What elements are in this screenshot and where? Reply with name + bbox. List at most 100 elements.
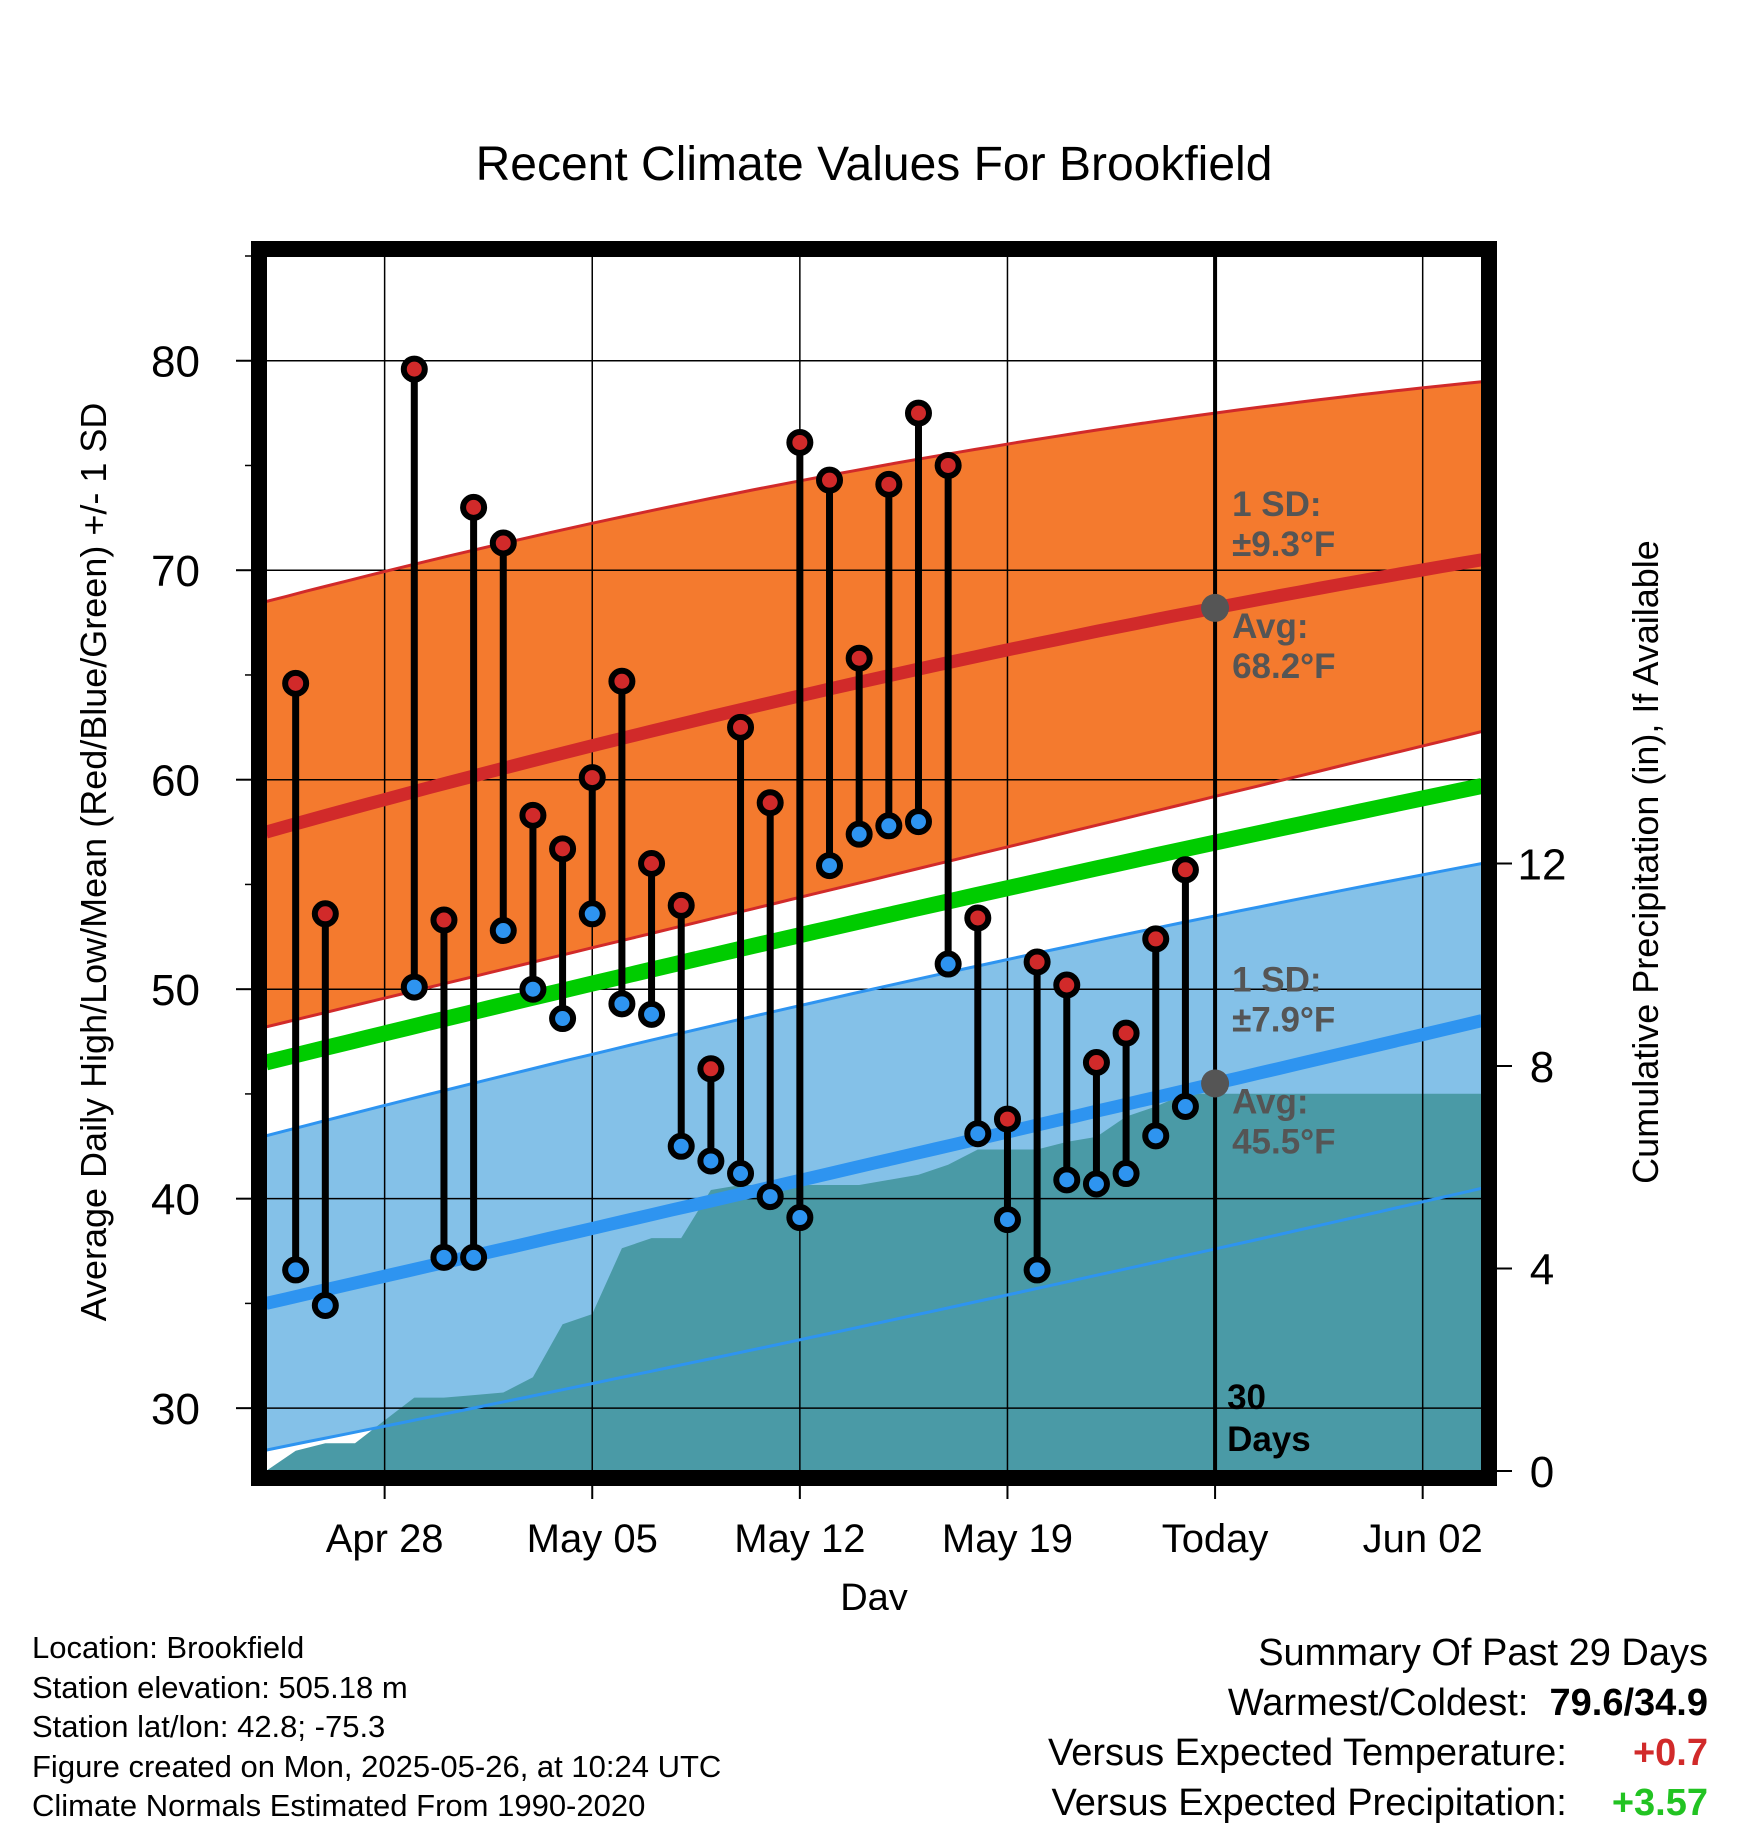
info-normals: Climate Normals Estimated From 1990-2020 [32, 1788, 646, 1823]
observation-low-point [964, 1120, 992, 1148]
observation-low-point [578, 900, 606, 928]
low-lower-edge [266, 1186, 1482, 1452]
summary-temp-value: +0.7 [1632, 1732, 1708, 1774]
observation-high-point [904, 399, 932, 427]
y-tick-label: 50 [151, 966, 200, 1015]
observation-high-point [786, 428, 814, 456]
observation-low-point [845, 820, 873, 848]
x-tick-label: Jun 02 [1363, 1517, 1483, 1561]
high-lower-edge [266, 730, 1482, 1029]
y2-tick-label: 0 [1530, 1448, 1554, 1497]
x-tick-label: Today [1162, 1517, 1269, 1561]
observation-low-point [311, 1292, 339, 1320]
observation-low-point [638, 1000, 666, 1028]
plot-frame [251, 241, 1497, 1486]
summary-warmest-row: Warmest/Coldest: 79.6/34.9 [1048, 1678, 1708, 1728]
days-word-label: Days [1227, 1420, 1311, 1459]
summary-temp-label: Versus Expected Temperature: [1047, 1732, 1567, 1774]
observation-high-point [727, 713, 755, 741]
observation-low-point [1053, 1166, 1081, 1194]
observation-low-point [756, 1183, 784, 1211]
observation-high-point [430, 906, 458, 934]
y-tick-label: 40 [151, 1176, 200, 1225]
observation-high-point [1023, 948, 1051, 976]
observation-high-point [460, 493, 488, 521]
observation-high-point [993, 1105, 1021, 1133]
chart-title: Recent Climate Values For Brookfield [476, 138, 1273, 191]
observation-high-point [1082, 1049, 1110, 1077]
x-tick-label: May 12 [734, 1517, 865, 1561]
high-sd-value: ±9.3°F [1232, 525, 1335, 564]
observation-low-point [904, 808, 932, 836]
low-upper-edge [266, 862, 1482, 1138]
x-tick-label: Apr 28 [326, 1517, 444, 1561]
station-info: Location: Brookfield Station elevation: … [32, 1628, 721, 1826]
y-tick-label: 60 [151, 757, 200, 806]
x-tick-label: May 05 [527, 1517, 658, 1561]
observation-high-point [1112, 1019, 1140, 1047]
observation-high-point [578, 764, 606, 792]
observation-high-point [608, 667, 636, 695]
observation-high-point [756, 789, 784, 817]
observation-low-point [727, 1160, 755, 1188]
observation-high-point [519, 801, 547, 829]
observation-low-point [400, 973, 428, 1001]
high-mean-curve [266, 553, 1482, 839]
y-tick-label: 30 [151, 1385, 200, 1434]
observation-high-point [845, 644, 873, 672]
summary-precip-row: Versus Expected Precipitation: +3.57 [1048, 1778, 1708, 1828]
climate-chart: Recent Climate Values For Brookfield 1 S… [73, 138, 1666, 1610]
observation-low-point [519, 975, 547, 1003]
observation-low-point [697, 1147, 725, 1175]
y-tick-label: 70 [151, 547, 200, 596]
summary-title: Summary Of Past 29 Days [1258, 1632, 1708, 1674]
observation-high-point [816, 466, 844, 494]
summary-warmest-value: 79.6/34.9 [1549, 1682, 1708, 1724]
observation-low-point [1082, 1170, 1110, 1198]
low-avg-value: 45.5°F [1232, 1122, 1336, 1161]
observation-low-point [608, 990, 636, 1018]
observation-low-point [1112, 1160, 1140, 1188]
observation-low-point [1142, 1122, 1170, 1150]
high-avg-marker [1201, 593, 1230, 622]
observation-low-point [786, 1204, 814, 1232]
high-avg-value: 68.2°F [1232, 647, 1336, 686]
info-created: Figure created on Mon, 2025-05-26, at 10… [32, 1748, 722, 1784]
low-sd-value: ±7.9°F [1232, 1000, 1335, 1039]
observation-low-point [667, 1132, 695, 1160]
y-tick-label: 80 [151, 338, 200, 387]
observation-high-point [964, 904, 992, 932]
info-latlon: Station lat/lon: 42.8; -75.3 [32, 1709, 386, 1744]
observation-high-point [697, 1055, 725, 1083]
x-tick-label: May 19 [942, 1517, 1073, 1561]
y-axis-label: Average Daily High/Low/Mean (Red/Blue/Gr… [73, 403, 114, 1322]
observation-low-point [816, 852, 844, 880]
y2-tick-label: 4 [1530, 1246, 1554, 1295]
observation-low-point [875, 812, 903, 840]
observation-high-point [282, 669, 310, 697]
high-sd-band [266, 381, 1482, 1027]
observation-high-point [667, 891, 695, 919]
x-axis-label: Day [840, 1577, 908, 1610]
info-location: Location: Brookfield [32, 1630, 305, 1665]
low-sd-label: 1 SD: [1232, 960, 1321, 999]
observation-high-point [549, 835, 577, 863]
summary-panel: Summary Of Past 29 Days Warmest/Coldest:… [1048, 1628, 1708, 1828]
info-elevation: Station elevation: 505.18 m [32, 1669, 408, 1705]
observation-low-point [1023, 1256, 1051, 1284]
summary-precip-value: +3.57 [1611, 1782, 1708, 1824]
low-avg-marker [1201, 1069, 1230, 1098]
observation-high-point [638, 850, 666, 877]
observation-high-point [1142, 925, 1170, 953]
observation-high-point [311, 900, 339, 928]
y2-axis-label: Cumulative Precipitation (in), If Availa… [1625, 540, 1666, 1184]
observation-low-point [549, 1005, 577, 1033]
high-upper-edge [266, 380, 1482, 604]
summary-temp-row: Versus Expected Temperature: +0.7 [1048, 1728, 1708, 1778]
days-count-label: 30 [1227, 1378, 1266, 1417]
low-avg-label: Avg: [1232, 1082, 1308, 1121]
y2-tick-label: 8 [1530, 1043, 1554, 1092]
observation-high-point [489, 529, 517, 557]
high-sd-label: 1 SD: [1232, 485, 1321, 524]
observation-high-point [875, 470, 903, 498]
